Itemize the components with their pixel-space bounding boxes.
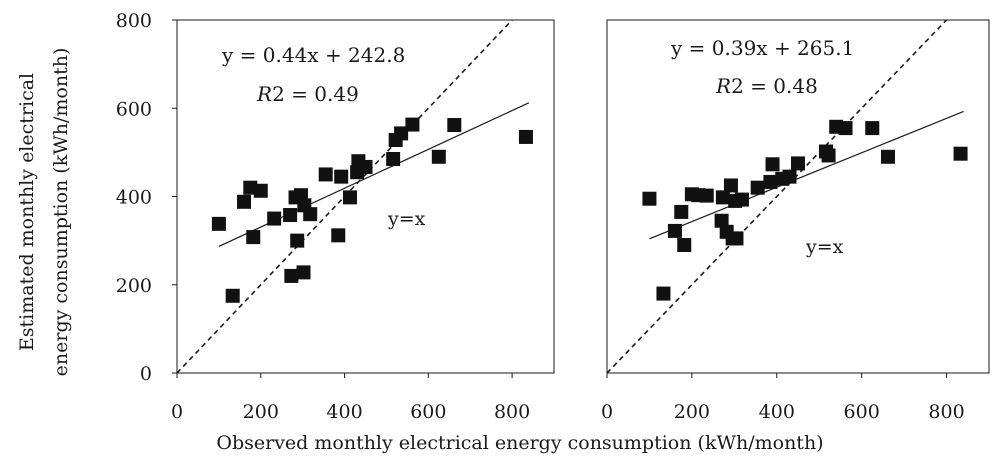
left-data-point-28 — [447, 118, 462, 133]
right-x-tick-label: 600 — [844, 401, 880, 423]
right-data-point-15 — [729, 231, 744, 246]
right-r-squared-label: R — [715, 74, 731, 98]
left-data-point-23 — [386, 151, 401, 166]
right-data-point-12 — [723, 178, 738, 193]
right-regression-equation: y = 0.39x + 265.1 — [670, 36, 854, 60]
right-identity-line — [606, 19, 948, 374]
left-x-tick-label: 800 — [494, 401, 530, 423]
right-data-point-9 — [714, 213, 729, 228]
right-identity-label: y=x — [805, 236, 844, 258]
right-data-point-21 — [782, 169, 797, 184]
right-points — [642, 119, 968, 301]
right-data-point-16 — [734, 192, 749, 207]
left-data-point-6 — [253, 183, 268, 198]
left-x-tick-label: 400 — [326, 401, 362, 423]
left-x-tick-label: 0 — [171, 401, 183, 423]
left-data-point-7 — [267, 211, 282, 226]
left-data-point-18 — [334, 169, 349, 184]
left-data-point-15 — [303, 207, 318, 222]
left-regression-equation: y = 0.44x + 242.8 — [221, 43, 405, 67]
left-fit-line — [218, 102, 530, 247]
right-data-point-24 — [821, 148, 836, 163]
left-x-tick-label: 200 — [243, 401, 279, 423]
right-plot-frame — [606, 19, 990, 374]
left-panel: 0 200 400 600 800 0 200 400 600 800 y = 0.44x + … — [116, 10, 555, 423]
left-x-ticks: 0 200 400 600 800 — [171, 373, 530, 423]
left-data-point-26 — [405, 117, 420, 132]
left-y-tick-label: 800 — [116, 10, 152, 32]
right-data-point-19 — [765, 157, 780, 172]
left-data-point-17 — [331, 228, 346, 243]
right-data-point-4 — [674, 204, 689, 219]
left-identity-label: y=x — [387, 208, 426, 230]
left-data-point-1 — [211, 216, 226, 231]
left-y-tick-label: 200 — [116, 275, 152, 297]
left-data-point-19 — [343, 190, 358, 205]
right-panel: 0 200 400 600 800 y = 0.39x + 265.1 R2 = 0.4… — [601, 19, 990, 423]
left-data-point-8 — [283, 208, 298, 223]
right-data-point-1 — [642, 191, 657, 206]
right-data-point-17 — [750, 180, 765, 195]
right-x-ticks: 0 200 400 600 800 — [601, 373, 965, 423]
left-data-point-5 — [246, 230, 261, 245]
left-data-point-9 — [284, 268, 299, 283]
left-y-tick-label: 600 — [116, 98, 152, 120]
right-data-point-26 — [838, 121, 853, 136]
y-axis-title-line-1: Estimated monthly electrical — [16, 73, 38, 351]
right-x-tick-label: 0 — [601, 401, 613, 423]
left-data-point-29 — [518, 129, 533, 144]
left-data-point-16 — [318, 167, 333, 182]
left-data-point-27 — [431, 149, 446, 164]
y-axis-title-group: Estimated monthly electrical energy consu… — [16, 48, 72, 377]
y-axis-title-line-2: energy consumption (kWh/month) — [50, 48, 72, 377]
left-r-squared: R2 = 0.49 — [256, 82, 359, 106]
left-y-tick-label: 400 — [116, 187, 152, 209]
right-data-point-22 — [791, 156, 805, 171]
left-data-point-3 — [237, 194, 252, 209]
left-data-point-11 — [290, 233, 305, 248]
right-data-point-3 — [667, 223, 682, 238]
right-data-point-27 — [865, 121, 880, 136]
right-data-point-8 — [699, 188, 714, 203]
left-r-squared-value: 2 = 0.49 — [272, 82, 359, 106]
left-r-squared-label: R — [256, 82, 272, 106]
right-r-squared: R2 = 0.48 — [715, 74, 818, 98]
right-data-point-18 — [763, 174, 778, 189]
right-data-point-28 — [880, 149, 895, 164]
right-x-tick-label: 800 — [928, 401, 964, 423]
left-data-point-2 — [225, 288, 240, 303]
left-y-ticks: 0 200 400 600 800 — [116, 10, 177, 385]
left-data-point-22 — [358, 159, 373, 174]
right-x-tick-label: 400 — [759, 401, 795, 423]
left-plot-frame — [176, 19, 555, 374]
left-data-point-13 — [296, 265, 311, 280]
right-data-point-2 — [656, 286, 671, 301]
right-data-point-10 — [715, 190, 730, 205]
right-r-squared-value: 2 = 0.48 — [731, 74, 818, 98]
x-axis-title: Observed monthly electrical energy consu… — [216, 432, 823, 454]
left-points — [211, 117, 533, 303]
left-x-tick-label: 600 — [410, 401, 446, 423]
right-fit-line — [649, 110, 964, 240]
right-data-point-5 — [677, 238, 692, 253]
right-x-tick-label: 200 — [674, 401, 710, 423]
left-data-point-25 — [394, 126, 409, 141]
left-y-tick-label: 0 — [140, 363, 152, 385]
right-data-point-29 — [953, 146, 968, 161]
